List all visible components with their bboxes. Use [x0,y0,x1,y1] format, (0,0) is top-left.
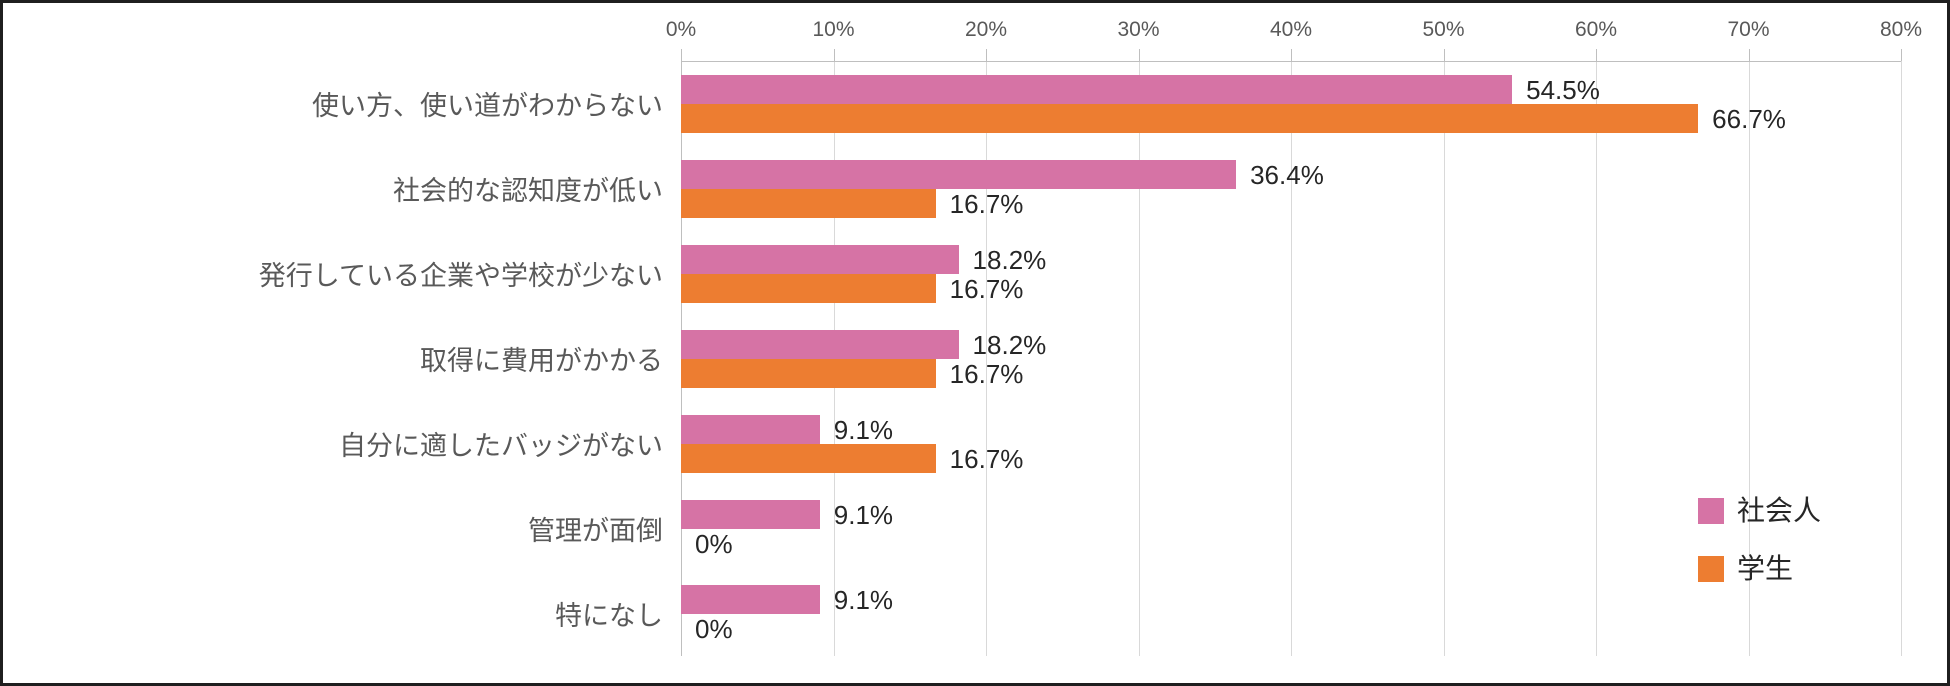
bar-gakusei [681,359,936,388]
legend-swatch-icon [1698,556,1724,582]
axis-tick [1901,49,1902,61]
category-label: 使い方、使い道がわからない [312,91,663,121]
value-label: 18.2% [972,245,1047,275]
bar-shakaijin [681,585,820,614]
axis-tick-label: 60% [1574,18,1618,41]
gridline [1901,61,1902,656]
category-label: 社会的な認知度が低い [393,176,663,206]
axis-tick [1596,49,1597,61]
bar-shakaijin [681,75,1513,104]
category-label: 管理が面倒 [528,516,663,546]
axis-tick-label: 30% [1117,18,1160,41]
value-label: 0% [695,614,733,644]
axis-tick-label: 80% [1879,18,1923,41]
bar-gakusei [681,104,1699,133]
axis-tick [1748,49,1750,61]
bar-shakaijin [681,245,959,274]
axis-tick-label: 50% [1422,18,1465,41]
bar-shakaijin [681,330,959,359]
value-label: 9.1% [833,500,894,530]
legend-label: 社会人 [1737,495,1822,526]
axis-tick [833,49,835,61]
value-label: 54.5% [1526,75,1600,105]
axis-tick [1138,49,1140,61]
bar-shakaijin [681,500,820,529]
legend-item: 学生 [1698,553,1821,585]
axis-tick [1443,49,1445,61]
legend-item: 社会人 [1698,495,1821,527]
gridline [1138,61,1140,656]
value-label: 66.7% [1712,104,1786,134]
axis-tick-label: 40% [1269,18,1313,41]
category-label: 発行している企業や学校が少ない [258,261,663,291]
bar-gakusei [681,189,936,218]
gridline [1596,61,1597,656]
bar-gakusei [681,274,936,303]
axis-tick [986,49,987,61]
legend-swatch-icon [1698,498,1724,524]
value-label: 9.1% [833,585,894,615]
gridline [1443,61,1445,656]
gridline [986,61,987,656]
gridline [1748,61,1750,656]
axis-tick [681,49,682,61]
value-axis-line [681,61,1901,62]
gridline [1291,61,1292,656]
value-label: 0% [695,529,733,559]
axis-tick-label: 20% [964,18,1008,41]
value-label: 9.1% [833,415,894,445]
value-label: 16.7% [949,189,1024,219]
bar-shakaijin [681,415,820,444]
legend: 社会人 学生 [1698,495,1821,611]
value-label: 16.7% [949,274,1024,304]
value-label: 16.7% [949,359,1024,389]
value-label: 18.2% [972,330,1047,360]
value-label: 16.7% [949,444,1024,474]
axis-tick [1291,49,1292,61]
bar-gakusei [681,444,936,473]
axis-tick-label: 0% [665,18,697,41]
category-label: 自分に適したバッジがない [339,431,663,461]
value-label: 36.4% [1250,160,1324,190]
axis-tick-label: 10% [812,18,855,41]
bar-shakaijin [681,160,1237,189]
axis-tick-label: 70% [1727,18,1770,41]
legend-label: 学生 [1737,553,1794,584]
category-label: 特になし [555,601,663,631]
category-label: 取得に費用がかかる [420,346,663,376]
